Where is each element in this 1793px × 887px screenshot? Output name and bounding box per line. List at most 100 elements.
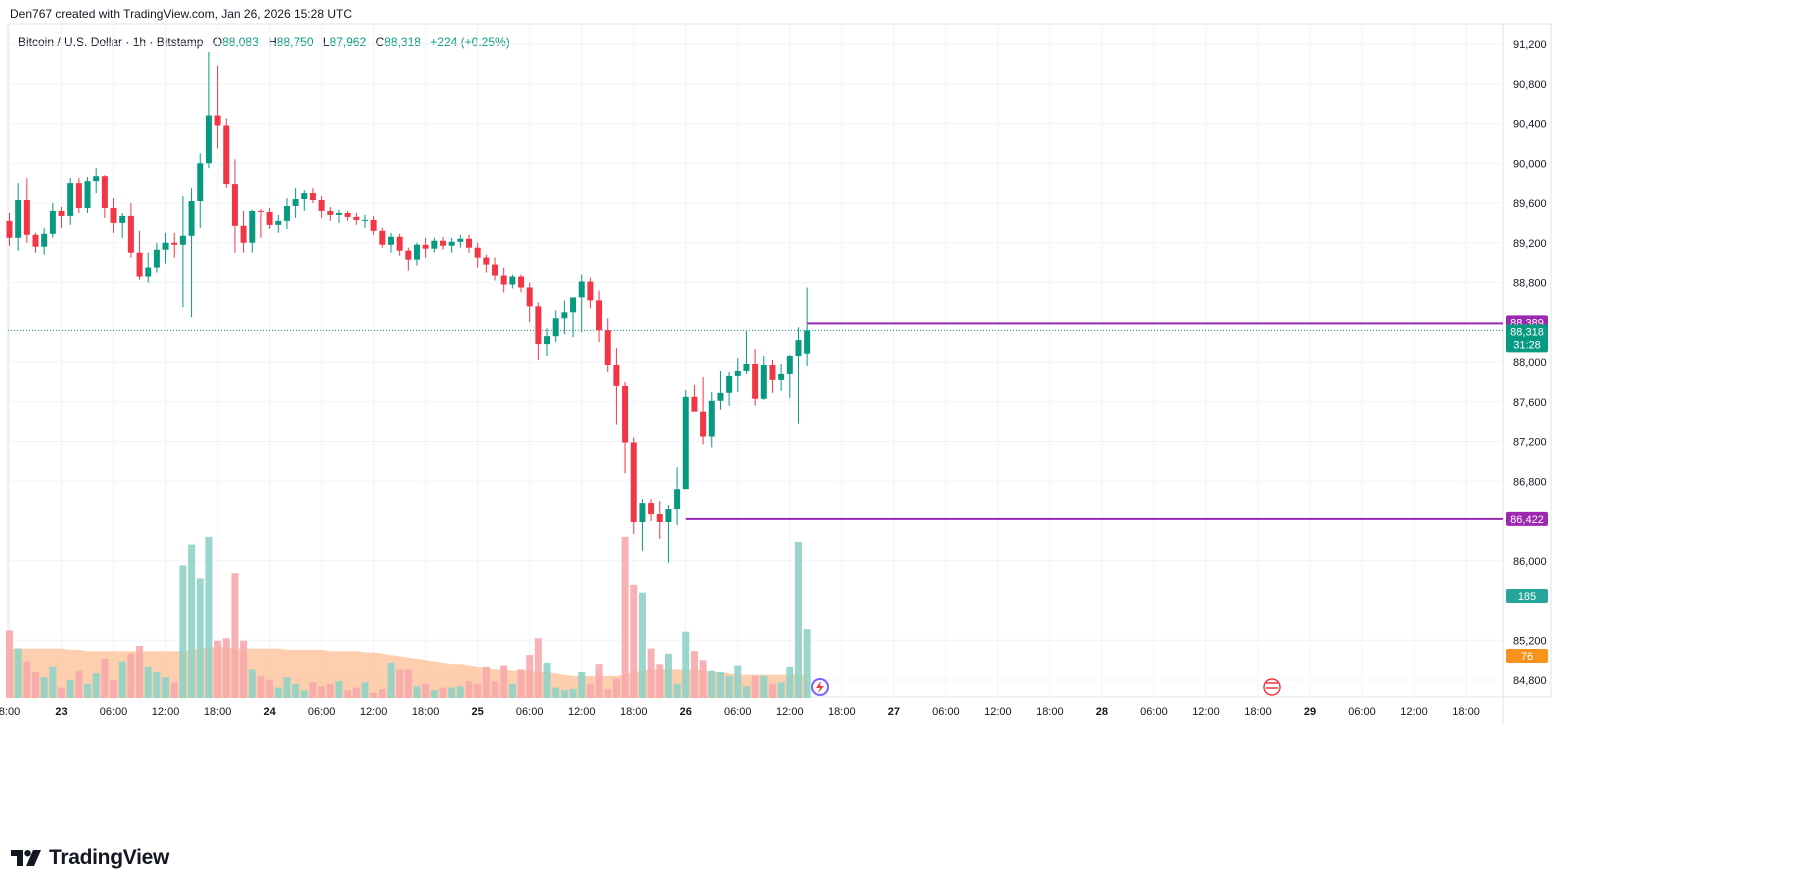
x-tick-label: 26	[680, 706, 692, 718]
candle-body	[240, 225, 247, 243]
change-value: +224 (+0.25%)	[430, 35, 510, 49]
volume-bar	[517, 669, 525, 698]
volume-bar	[14, 648, 22, 698]
x-tick-label: 18:00	[620, 706, 648, 718]
candle-body	[32, 234, 39, 247]
y-tick-label: 88,800	[1513, 278, 1547, 290]
volume-bar	[456, 686, 464, 698]
last-price-tag-bg	[1506, 324, 1548, 353]
volume-bar	[248, 669, 256, 698]
symbol-label[interactable]: Bitcoin / U.S. Dollar · 1h · Bitstamp	[18, 35, 204, 49]
x-tick-label: 29	[1304, 706, 1316, 718]
y-tick-label: 90,400	[1513, 119, 1547, 131]
candle-body	[630, 442, 637, 522]
candle-body	[179, 235, 186, 245]
volume-bar	[448, 687, 456, 698]
volume-bar	[58, 687, 66, 698]
candle-body	[552, 318, 559, 337]
x-tick-label: 06:00	[724, 706, 752, 718]
volume-bar	[768, 683, 776, 698]
volume-bar	[604, 688, 612, 698]
volume-bar	[318, 686, 326, 698]
volume-bar	[638, 592, 646, 698]
y-tick-label: 86,800	[1513, 476, 1547, 488]
volume-bar	[84, 683, 92, 698]
x-tick-label: 25	[472, 706, 484, 718]
candle-body	[587, 281, 594, 301]
volume-bar	[396, 669, 404, 698]
x-tick-label: 06:00	[1140, 706, 1168, 718]
volume-last-tag-bg	[1506, 589, 1548, 603]
candle-body	[734, 370, 741, 376]
volume-bar	[326, 683, 334, 698]
volume-bar	[760, 675, 768, 698]
candle-body	[431, 240, 438, 249]
y-tick-label: 90,800	[1513, 79, 1547, 91]
x-tick-label: 12:00	[984, 706, 1012, 718]
volume-bar	[361, 682, 369, 698]
volume-bar	[595, 664, 603, 698]
candle-body	[257, 210, 264, 212]
candle-body	[622, 385, 629, 443]
candle-body	[153, 249, 160, 268]
candle-body	[500, 275, 507, 285]
volume-bar	[621, 536, 629, 698]
y-tick-label: 84,800	[1513, 675, 1547, 687]
candle-body	[474, 247, 481, 258]
candle-body	[804, 330, 811, 354]
volume-bar	[92, 673, 100, 698]
candle-body	[700, 411, 707, 437]
candle-body	[396, 236, 403, 251]
volume-bar	[630, 584, 638, 698]
x-tick-label: 18:00	[1452, 706, 1480, 718]
candle-body	[301, 193, 308, 200]
volume-ma-tag-bg	[1506, 649, 1548, 663]
candle-body	[769, 364, 776, 380]
candle-body	[656, 514, 663, 522]
candle-body	[518, 276, 525, 288]
volume-bar	[283, 677, 291, 698]
x-tick-label: 12:00	[360, 706, 388, 718]
candle-body	[6, 220, 13, 238]
candle-body	[23, 200, 30, 235]
candle-body	[786, 356, 793, 374]
candle-body	[41, 233, 48, 247]
candle-body	[309, 193, 316, 201]
candle-body	[58, 210, 65, 216]
x-tick-label: 12:00	[1192, 706, 1220, 718]
volume-bar	[656, 664, 664, 698]
candle-body	[457, 238, 464, 242]
candle-body	[440, 240, 446, 246]
volume-bar	[543, 662, 551, 698]
volume-bar	[205, 536, 213, 698]
tradingview-logo: TradingView	[11, 846, 169, 870]
candle-body	[760, 364, 767, 399]
candle-body	[205, 115, 212, 164]
volume-bar	[482, 666, 490, 698]
volume-bar	[578, 672, 586, 698]
lightning-bolt-icon	[816, 681, 824, 693]
x-tick-label: 18:00	[412, 706, 440, 718]
volume-bar	[734, 665, 742, 698]
us-flag-event-icon	[1263, 678, 1281, 696]
candle-body	[84, 181, 91, 208]
level-low-tag: 86,422	[1510, 514, 1544, 526]
candle-body	[717, 392, 724, 401]
candle-body	[292, 199, 299, 206]
x-tick-label: 06:00	[1348, 706, 1376, 718]
candle-body	[682, 396, 689, 490]
candle-body	[405, 250, 412, 260]
x-tick-label: 12:00	[568, 706, 596, 718]
y-tick-label: 91,200	[1513, 39, 1547, 51]
candle-body	[795, 340, 802, 357]
candle-body	[544, 336, 551, 345]
y-tick-label: 89,600	[1513, 198, 1547, 210]
level-low-tag-bg	[1506, 511, 1548, 526]
x-tick-label: 24	[263, 706, 276, 718]
volume-bar	[586, 683, 594, 698]
x-tick-label: 23	[55, 706, 67, 718]
candle-body	[162, 242, 169, 250]
volume-bar	[422, 683, 430, 698]
volume-bar	[118, 661, 126, 698]
